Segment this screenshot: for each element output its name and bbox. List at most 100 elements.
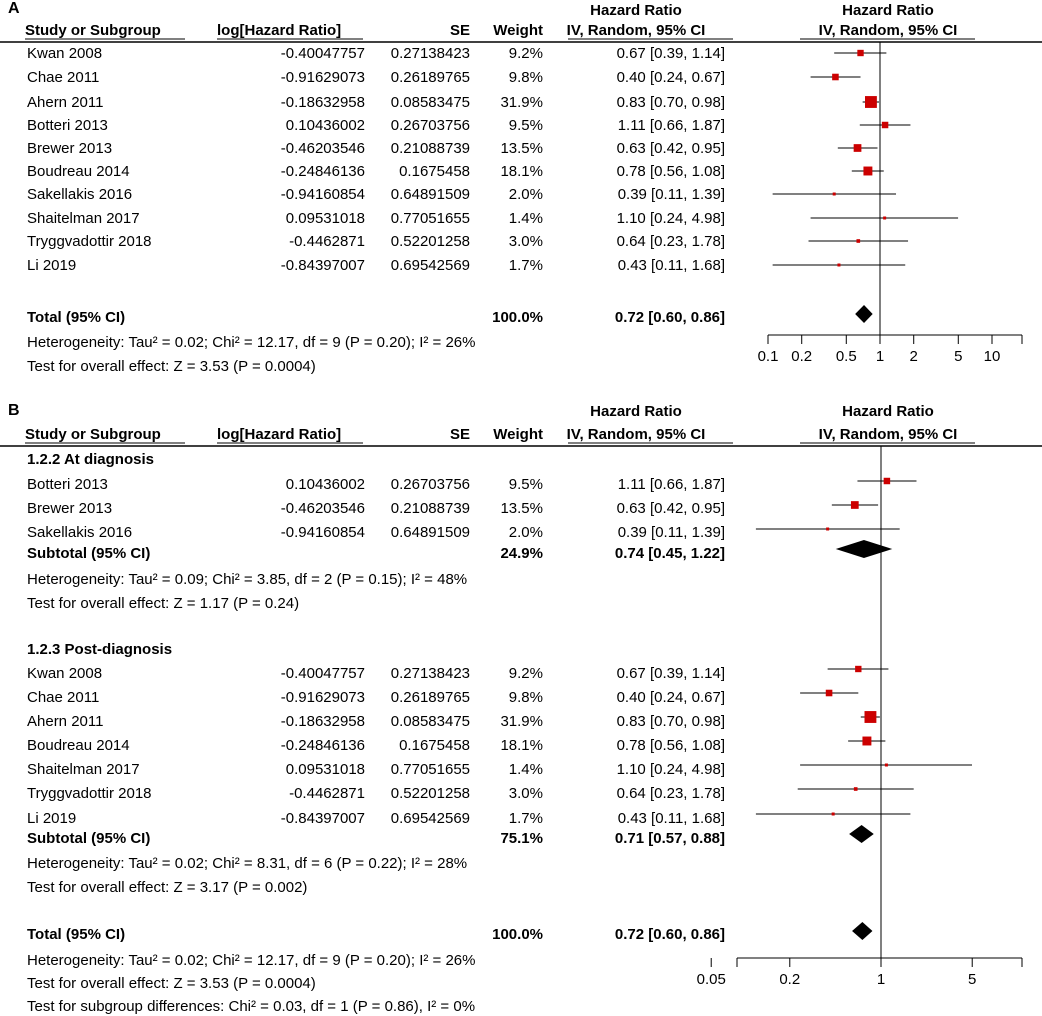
b-g1-study-2: Sakellakis 2016: [27, 524, 133, 541]
a-study-8: Tryggvadottir 2018: [27, 233, 152, 250]
b-group1-subtotal-label: Subtotal (95% CI): [27, 545, 151, 562]
a-total-label: Total (95% CI): [27, 309, 126, 326]
a-study-0: Kwan 2008: [27, 45, 103, 62]
a-header-plot-ci: IV, Random, 95% CI: [818, 22, 958, 39]
b-axis-label-0.2: 0.2: [779, 971, 800, 988]
b-g2-study-1-marker: [825, 689, 833, 697]
a-loghr-6: -0.94160854: [280, 186, 365, 203]
a-loghr-3: 0.10436002: [285, 117, 365, 134]
b-g1-study-1: Brewer 2013: [27, 500, 113, 517]
a-loghr-5: -0.24846136: [280, 163, 365, 180]
b-hr-title-text: Hazard Ratio: [590, 403, 682, 420]
a-loghr-2: -0.18632958: [280, 94, 365, 111]
b-group1-heterogeneity: Heterogeneity: Tau² = 0.09; Chi² = 3.85,…: [27, 571, 468, 588]
b-g2-study-0-marker: [855, 665, 862, 673]
b-g2-se-1: 0.26189765: [390, 689, 470, 706]
b-g2-loghr-6: -0.84397007: [280, 810, 365, 827]
b-g2-study-4-marker: [884, 763, 888, 767]
b-header-study: Study or Subgroup: [25, 426, 161, 443]
b-total-diamond: [852, 922, 873, 940]
a-study-7-marker: [883, 216, 887, 220]
b-group2-subtotal-ci: 0.71 [0.57, 0.88]: [614, 830, 725, 847]
b-g2-se-2: 0.08583475: [390, 713, 470, 730]
a-axis-label-0.2: 0.2: [791, 348, 812, 365]
b-group1-title: 1.2.2 At diagnosis: [27, 451, 154, 468]
a-header-se: SE: [449, 22, 470, 39]
b-g2-study-4: Shaitelman 2017: [27, 761, 140, 778]
a-axis-label-1: 1: [876, 348, 884, 365]
a-study-6: Sakellakis 2016: [27, 186, 133, 203]
b-g2-weight-2: 31.9%: [500, 713, 543, 730]
b-header-se: SE: [449, 426, 470, 443]
a-study-5: Boudreau 2014: [27, 163, 130, 180]
a-loghr-8: -0.4462871: [289, 233, 365, 250]
b-group1-overall: Test for overall effect: Z = 1.17 (P = 0…: [27, 595, 300, 612]
a-study-1-marker: [832, 73, 839, 81]
b-axis-label-1: 1: [877, 971, 885, 988]
a-se-5: 0.1675458: [399, 163, 470, 180]
a-weight-9: 1.7%: [508, 257, 543, 274]
b-group1-subtotal-weight: 24.9%: [500, 545, 543, 562]
a-weight-0: 9.2%: [508, 45, 543, 62]
b-axis-label-0.05: 0.05: [697, 971, 726, 988]
b-g2-loghr-3: -0.24846136: [280, 737, 365, 754]
b-header-weight: Weight: [493, 426, 543, 443]
b-header-plot-ci: IV, Random, 95% CI: [818, 426, 958, 443]
b-g1-se-1: 0.21088739: [390, 500, 470, 517]
b-g1-loghr-0: 0.10436002: [285, 476, 365, 493]
b-g2-study-6: Li 2019: [27, 810, 77, 827]
b-g2-ci-3: 0.78 [0.56, 1.08]: [616, 737, 725, 754]
b-group2-overall: Test for overall effect: Z = 3.17 (P = 0…: [27, 879, 308, 896]
a-header-weight: Weight: [493, 22, 543, 39]
a-weight-5: 18.1%: [500, 163, 543, 180]
b-group2-heterogeneity: Heterogeneity: Tau² = 0.02; Chi² = 8.31,…: [27, 855, 468, 872]
b-g2-ci-1: 0.40 [0.24, 0.67]: [616, 689, 725, 706]
a-loghr-4: -0.46203546: [280, 140, 365, 157]
a-study-1: Chae 2011: [27, 69, 100, 86]
a-loghr-0: -0.40047757: [280, 45, 365, 62]
b-g2-loghr-0: -0.40047757: [280, 665, 365, 682]
panel-b-letter: B: [8, 402, 20, 419]
a-loghr-1: -0.91629073: [280, 69, 365, 86]
a-weight-2: 31.9%: [500, 94, 543, 111]
a-total-ci: 0.72 [0.60, 0.86]: [614, 309, 725, 326]
b-overall-effect: Test for overall effect: Z = 3.53 (P = 0…: [27, 975, 316, 992]
a-weight-3: 9.5%: [508, 117, 543, 134]
a-se-0: 0.27138423: [390, 45, 470, 62]
b-g2-ci-6: 0.43 [0.11, 1.68]: [617, 810, 725, 827]
b-g2-loghr-2: -0.18632958: [280, 713, 365, 730]
b-group1-subtotal-ci: 0.74 [0.45, 1.22]: [614, 545, 725, 562]
b-subgroup-diff: Test for subgroup differences: Chi² = 0.…: [27, 998, 476, 1015]
a-se-3: 0.26703756: [390, 117, 470, 134]
b-group2-subtotal-weight: 75.1%: [500, 830, 543, 847]
b-g2-study-3: Boudreau 2014: [27, 737, 130, 754]
b-heterogeneity: Heterogeneity: Tau² = 0.02; Chi² = 12.17…: [27, 952, 476, 969]
b-g2-ci-0: 0.67 [0.39, 1.14]: [616, 665, 725, 682]
b-g2-study-6-marker: [831, 812, 835, 816]
b-group2-title: 1.2.3 Post-diagnosis: [27, 641, 173, 658]
a-se-1: 0.26189765: [390, 69, 470, 86]
a-study-9: Li 2019: [27, 257, 77, 274]
b-g2-study-2: Ahern 2011: [27, 713, 104, 730]
a-axis-label-0.5: 0.5: [836, 348, 857, 365]
b-g2-weight-3: 18.1%: [500, 737, 543, 754]
a-study-2: Ahern 2011: [27, 94, 104, 111]
a-se-4: 0.21088739: [390, 140, 470, 157]
a-loghr-9: -0.84397007: [280, 257, 365, 274]
a-total-diamond: [855, 305, 873, 323]
a-axis-label-2: 2: [910, 348, 918, 365]
b-g1-loghr-1: -0.46203546: [280, 500, 365, 517]
b-header-loghr: log[Hazard Ratio]: [217, 426, 342, 443]
a-study-0-marker: [857, 49, 864, 57]
a-se-6: 0.64891509: [390, 186, 470, 203]
a-weight-1: 9.8%: [508, 69, 543, 86]
b-g2-weight-4: 1.4%: [508, 761, 543, 778]
a-weight-6: 2.0%: [508, 186, 543, 203]
b-g2-study-2-marker: [864, 711, 877, 723]
a-study-4-marker: [853, 144, 862, 152]
b-g2-weight-0: 9.2%: [508, 665, 543, 682]
a-ci-5: 0.78 [0.56, 1.08]: [616, 163, 725, 180]
b-g2-study-5: Tryggvadottir 2018: [27, 785, 152, 802]
a-ci-8: 0.64 [0.23, 1.78]: [616, 233, 725, 250]
